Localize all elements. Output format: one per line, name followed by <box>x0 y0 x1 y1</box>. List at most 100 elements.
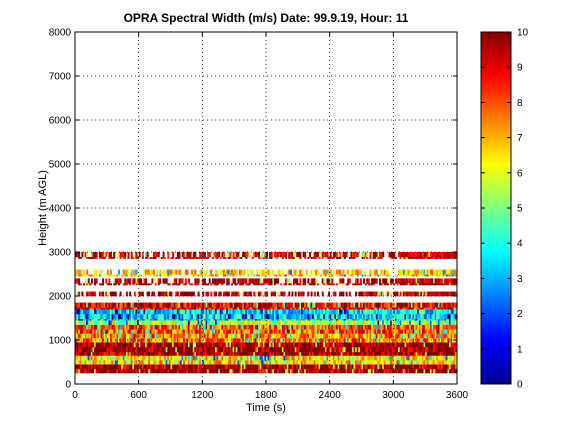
heatmap-cell <box>323 319 326 321</box>
heatmap-cell <box>420 352 423 356</box>
heatmap-cell <box>215 319 218 321</box>
heatmap-cell <box>347 302 350 308</box>
heatmap-cell <box>157 352 160 356</box>
heatmap-cell <box>186 314 189 320</box>
heatmap-cell <box>364 352 367 356</box>
heatmap-cell <box>229 360 232 365</box>
heatmap-cell <box>94 320 97 325</box>
heatmap-cell <box>291 352 294 356</box>
heatmap-cell <box>133 314 136 320</box>
heatmap-cell <box>313 338 316 343</box>
heatmap-cell <box>385 324 388 330</box>
heatmap-cell <box>375 355 378 361</box>
heatmap-cell <box>160 342 163 348</box>
heatmap-cell <box>267 364 270 370</box>
heatmap-cell <box>396 302 399 308</box>
heatmap-cell <box>200 352 203 356</box>
heatmap-cell <box>288 309 291 315</box>
heatmap-cell <box>149 333 152 339</box>
heatmap-cell <box>320 338 323 343</box>
heatmap-cell <box>377 309 380 315</box>
heatmap-cell <box>307 274 310 277</box>
heatmap-cell <box>130 364 133 370</box>
heatmap-cell <box>246 319 249 321</box>
heatmap-cell <box>450 314 453 320</box>
heatmap-cell <box>254 320 257 325</box>
heatmap-cell <box>418 291 421 297</box>
heatmap-cell <box>184 364 187 370</box>
heatmap-cell <box>447 291 450 297</box>
heatmap-cell <box>414 283 417 286</box>
heatmap-cell <box>294 342 297 348</box>
heatmap-cell <box>350 352 353 356</box>
heatmap-cell <box>399 324 402 330</box>
heatmap-cell <box>186 320 189 325</box>
heatmap-cell <box>273 291 276 297</box>
heatmap-cell <box>401 347 404 353</box>
heatmap-cell <box>170 307 173 310</box>
heatmap-cell <box>127 333 130 339</box>
heatmap-cell <box>215 347 218 353</box>
heatmap-cell <box>213 291 216 297</box>
heatmap-cell <box>137 352 140 356</box>
heatmap-cell <box>393 369 396 374</box>
heatmap-cell <box>149 274 152 277</box>
heatmap-cell <box>412 309 415 315</box>
heatmap-cell <box>90 352 93 356</box>
heatmap-cell <box>226 269 229 275</box>
heatmap-cell <box>406 314 409 320</box>
heatmap-cell <box>320 342 323 348</box>
heatmap-cell <box>110 369 113 374</box>
heatmap-cell <box>186 269 189 275</box>
heatmap-cell <box>272 291 275 297</box>
heatmap-cell <box>316 342 319 348</box>
heatmap-cell <box>105 355 108 361</box>
heatmap-cell <box>84 352 87 356</box>
heatmap-cell <box>366 320 369 325</box>
heatmap-cell <box>302 324 305 330</box>
heatmap-cell <box>323 302 326 308</box>
heatmap-cell <box>421 302 424 308</box>
heatmap-cell <box>148 291 151 297</box>
heatmap-cell <box>441 278 444 284</box>
heatmap-cell <box>336 364 339 370</box>
heatmap-cell <box>145 320 148 325</box>
heatmap-cell <box>106 283 109 286</box>
heatmap-cell <box>372 319 375 321</box>
heatmap-cell <box>215 342 218 348</box>
heatmap-cell <box>288 319 291 321</box>
heatmap-cell <box>102 252 105 258</box>
heatmap-cell <box>304 307 307 310</box>
heatmap-cell <box>312 309 315 315</box>
heatmap-cell <box>425 352 428 356</box>
heatmap-cell <box>299 360 302 365</box>
heatmap-cell <box>313 324 316 330</box>
heatmap-cell <box>383 314 386 320</box>
heatmap-cell <box>297 302 300 308</box>
heatmap-cell <box>433 302 436 308</box>
heatmap-cell <box>359 338 362 343</box>
heatmap-cell <box>89 307 92 310</box>
heatmap-cell <box>355 342 358 348</box>
heatmap-cell <box>272 364 275 370</box>
heatmap-cell <box>363 338 366 343</box>
heatmap-cell <box>396 324 399 330</box>
heatmap-cell <box>246 309 249 315</box>
heatmap-cell <box>208 309 211 315</box>
heatmap-cell <box>200 360 203 365</box>
heatmap-cell <box>351 314 354 320</box>
heatmap-cell <box>270 320 273 325</box>
heatmap-cell <box>351 355 354 361</box>
heatmap-cell <box>355 355 358 361</box>
heatmap-cell <box>337 319 340 321</box>
heatmap-cell <box>95 302 98 308</box>
heatmap-cell <box>297 342 300 348</box>
heatmap-cell <box>312 329 315 334</box>
heatmap-cell <box>168 291 171 297</box>
heatmap-cell <box>399 329 402 334</box>
heatmap-cell <box>394 319 397 321</box>
heatmap-cell <box>350 309 353 315</box>
heatmap-cell <box>418 347 421 353</box>
heatmap-cell <box>382 291 385 297</box>
heatmap-cell <box>87 278 90 284</box>
